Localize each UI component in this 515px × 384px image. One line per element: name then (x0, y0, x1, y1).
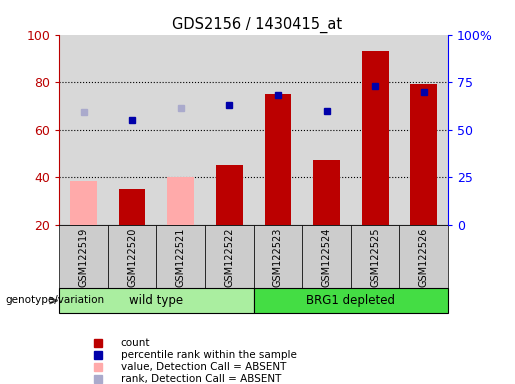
Text: GSM122519: GSM122519 (78, 228, 89, 287)
Bar (119, 189, 146, 225)
Bar (302, 35, 351, 225)
Text: GSM122521: GSM122521 (176, 228, 186, 287)
Bar (313, 161, 340, 225)
Bar (253, 35, 302, 225)
Text: percentile rank within the sample: percentile rank within the sample (121, 350, 297, 360)
Bar (302, 225, 351, 288)
Bar (351, 35, 400, 225)
Bar (410, 84, 437, 225)
Bar (59, 225, 108, 288)
Bar (253, 225, 302, 288)
Text: genotype/variation: genotype/variation (5, 295, 104, 306)
Bar (157, 225, 205, 288)
Bar (216, 165, 243, 225)
Bar (108, 35, 157, 225)
Text: wild type: wild type (129, 294, 183, 307)
Text: GSM122523: GSM122523 (273, 228, 283, 287)
Text: GSM122524: GSM122524 (321, 228, 332, 287)
Bar (167, 177, 194, 225)
Bar (400, 225, 448, 288)
Text: count: count (121, 338, 150, 348)
Bar (108, 225, 157, 288)
Text: GSM122520: GSM122520 (127, 228, 137, 287)
Text: value, Detection Call = ABSENT: value, Detection Call = ABSENT (121, 362, 286, 372)
Text: BRG1 depleted: BRG1 depleted (306, 294, 396, 307)
Text: rank, Detection Call = ABSENT: rank, Detection Call = ABSENT (121, 374, 281, 384)
Bar (205, 225, 253, 288)
Text: GSM122526: GSM122526 (419, 228, 429, 287)
Bar (253, 288, 448, 313)
Bar (70, 181, 97, 225)
Bar (157, 35, 205, 225)
Text: GSM122525: GSM122525 (370, 228, 380, 287)
Bar (59, 35, 108, 225)
Text: GDS2156 / 1430415_at: GDS2156 / 1430415_at (173, 17, 342, 33)
Text: GSM122522: GSM122522 (225, 228, 234, 287)
Bar (59, 288, 253, 313)
Bar (400, 35, 448, 225)
Bar (351, 225, 400, 288)
Bar (362, 51, 388, 225)
Bar (265, 94, 291, 225)
Bar (205, 35, 253, 225)
